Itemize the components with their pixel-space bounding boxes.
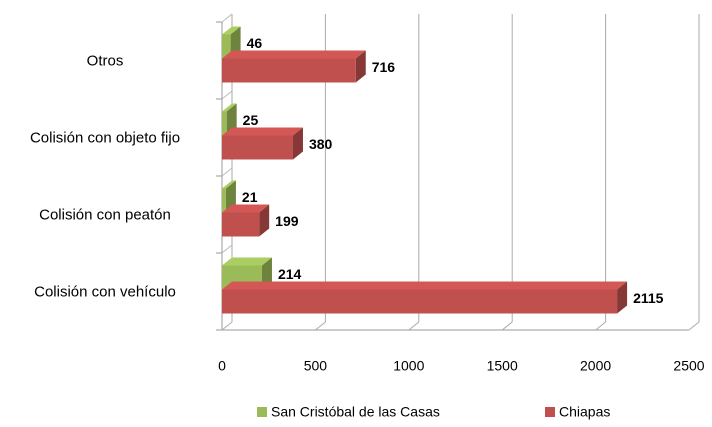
grid-line (315, 321, 326, 331)
data-label: 199 (275, 213, 299, 229)
data-label: 21 (242, 189, 258, 205)
legend-label: San Cristóbal de las Casas (271, 404, 440, 420)
x-tick-label: 1000 (393, 358, 424, 374)
data-label: 46 (247, 35, 263, 51)
category-label: Colisión con vehículo (34, 283, 176, 300)
bar (222, 212, 260, 237)
bar-side (292, 127, 303, 160)
wall-line (221, 321, 233, 331)
bar-top (222, 281, 628, 290)
data-label: 716 (372, 59, 396, 75)
legend-swatch (257, 407, 267, 417)
bar (222, 111, 227, 136)
grid-line (595, 321, 606, 331)
bar-top (222, 26, 241, 35)
bar (222, 289, 618, 314)
bar-side (617, 281, 628, 314)
category-label: Colisión con objeto fijo (29, 129, 181, 146)
wall-line (221, 13, 233, 23)
bar (222, 58, 356, 83)
category-label: Colisión con peatón (39, 206, 171, 223)
x-tick-label: 500 (304, 358, 328, 374)
x-tick-label: 2500 (673, 358, 704, 374)
x-tick-label: 1500 (487, 358, 518, 374)
bar (222, 135, 293, 160)
legend-label: Chiapas (559, 404, 610, 420)
bar-top (222, 180, 236, 189)
x-tick-label: 0 (218, 358, 226, 374)
bar-side (355, 50, 366, 83)
bar-top (222, 204, 270, 213)
bar-top (222, 257, 272, 266)
data-label: 25 (243, 112, 259, 128)
grid-line (501, 321, 513, 331)
data-label: 214 (278, 266, 302, 282)
bar-side (259, 204, 270, 237)
category-label: Otros (86, 52, 124, 69)
bar (222, 188, 226, 213)
bar-top (222, 127, 303, 136)
grid-line (688, 321, 700, 331)
grid-line (408, 321, 420, 331)
data-label: 380 (309, 136, 333, 152)
data-label: 2115 (633, 290, 664, 306)
legend-swatch (545, 407, 555, 417)
wall-line (221, 90, 233, 100)
bar-top (222, 50, 366, 59)
wall-line (221, 167, 233, 177)
bar (222, 34, 231, 59)
wall-line (221, 244, 233, 254)
bar-top (222, 103, 237, 112)
x-tick-label: 2000 (580, 358, 611, 374)
